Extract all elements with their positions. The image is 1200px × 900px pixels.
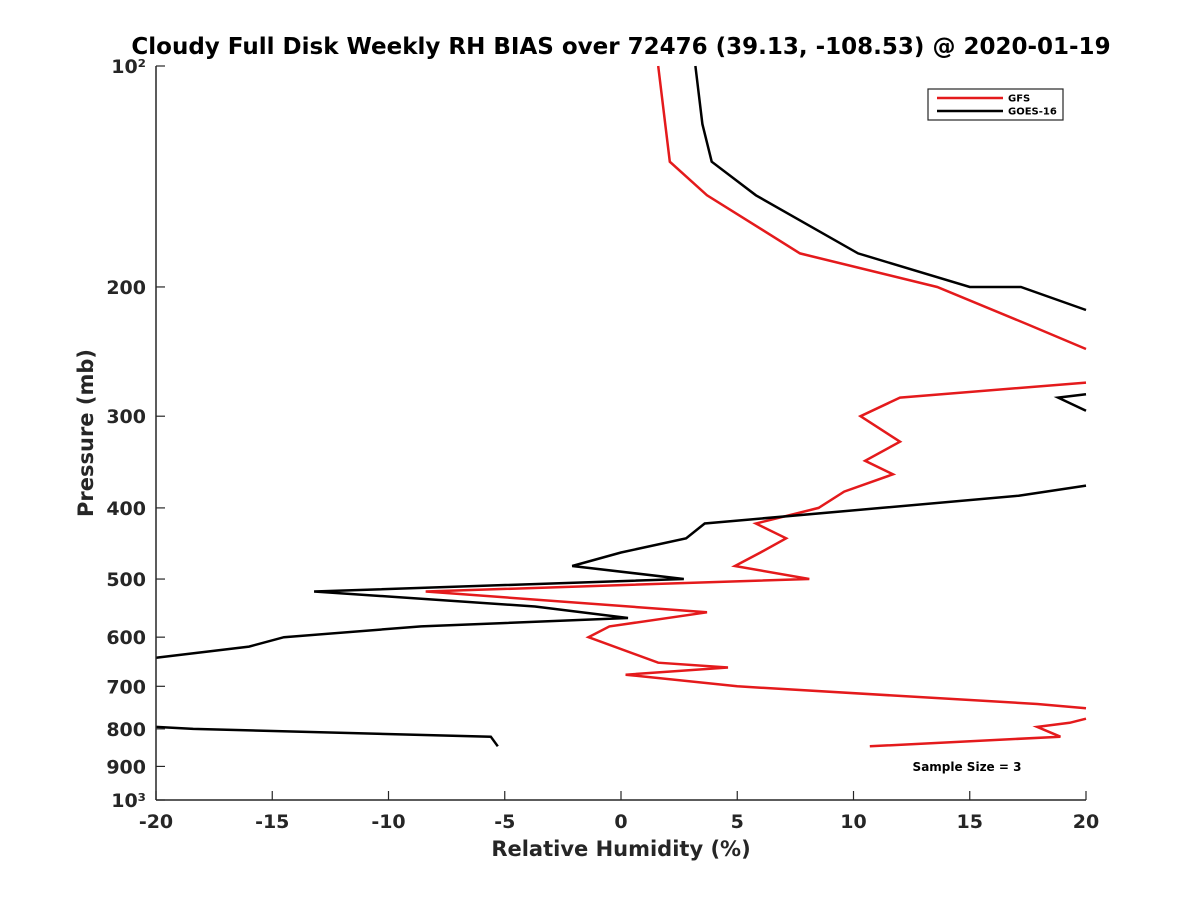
y-tick-label: 700: [106, 676, 146, 698]
series-line-goes16: [694, 65, 1087, 312]
x-tick-label: 0: [614, 811, 627, 833]
y-tick-label: 500: [106, 569, 146, 591]
series-line-goes16: [155, 484, 1087, 659]
series-line-gfs: [869, 717, 1087, 748]
x-tick-label: 15: [957, 811, 983, 833]
y-tick-label: 10²: [111, 56, 146, 78]
legend: GFS GOES-16: [927, 88, 1064, 121]
series-line-goes16: [155, 725, 499, 748]
y-tick-label: 900: [106, 756, 146, 778]
chart-title: Cloudy Full Disk Weekly RH BIAS over 724…: [131, 34, 1110, 60]
x-tick-label: 5: [731, 811, 744, 833]
x-tick-label: -10: [371, 811, 405, 833]
y-tick-label: 10³: [111, 790, 146, 812]
x-axis-label: Relative Humidity (%): [491, 837, 750, 861]
y-axis-label: Pressure (mb): [74, 349, 98, 517]
series-line-goes16: [1053, 392, 1087, 412]
plot-area: -20 -15 -10 -5 0 5 10 15 20 10² 200 300 400 500 600 70…: [106, 56, 1099, 833]
series-line-gfs: [425, 381, 1087, 710]
series-layer: [155, 65, 1087, 748]
axes-background: [156, 66, 1086, 800]
x-tick-label: -5: [494, 811, 515, 833]
series-line-gfs: [656, 65, 1087, 351]
y-tick-label: 600: [106, 627, 146, 649]
y-tick-label: 200: [106, 277, 146, 299]
y-tick-label: 800: [106, 719, 146, 741]
legend-box: [927, 88, 1064, 121]
legend-label-gfs: GFS: [1008, 94, 1030, 105]
legend-label-goes16: GOES-16: [1008, 107, 1057, 118]
x-axis-ticks: -20 -15 -10 -5 0 5 10 15 20: [139, 791, 1099, 833]
x-tick-label: 10: [840, 811, 866, 833]
y-tick-label: 300: [106, 406, 146, 428]
y-tick-label: 400: [106, 498, 146, 520]
y-axis-ticks: 10² 200 300 400 500 600 700 800 900 10³: [106, 56, 165, 812]
x-tick-label: 20: [1073, 811, 1099, 833]
sample-size-annotation: Sample Size = 3: [913, 760, 1022, 774]
x-tick-label: -20: [139, 811, 173, 833]
x-tick-label: -15: [255, 811, 289, 833]
